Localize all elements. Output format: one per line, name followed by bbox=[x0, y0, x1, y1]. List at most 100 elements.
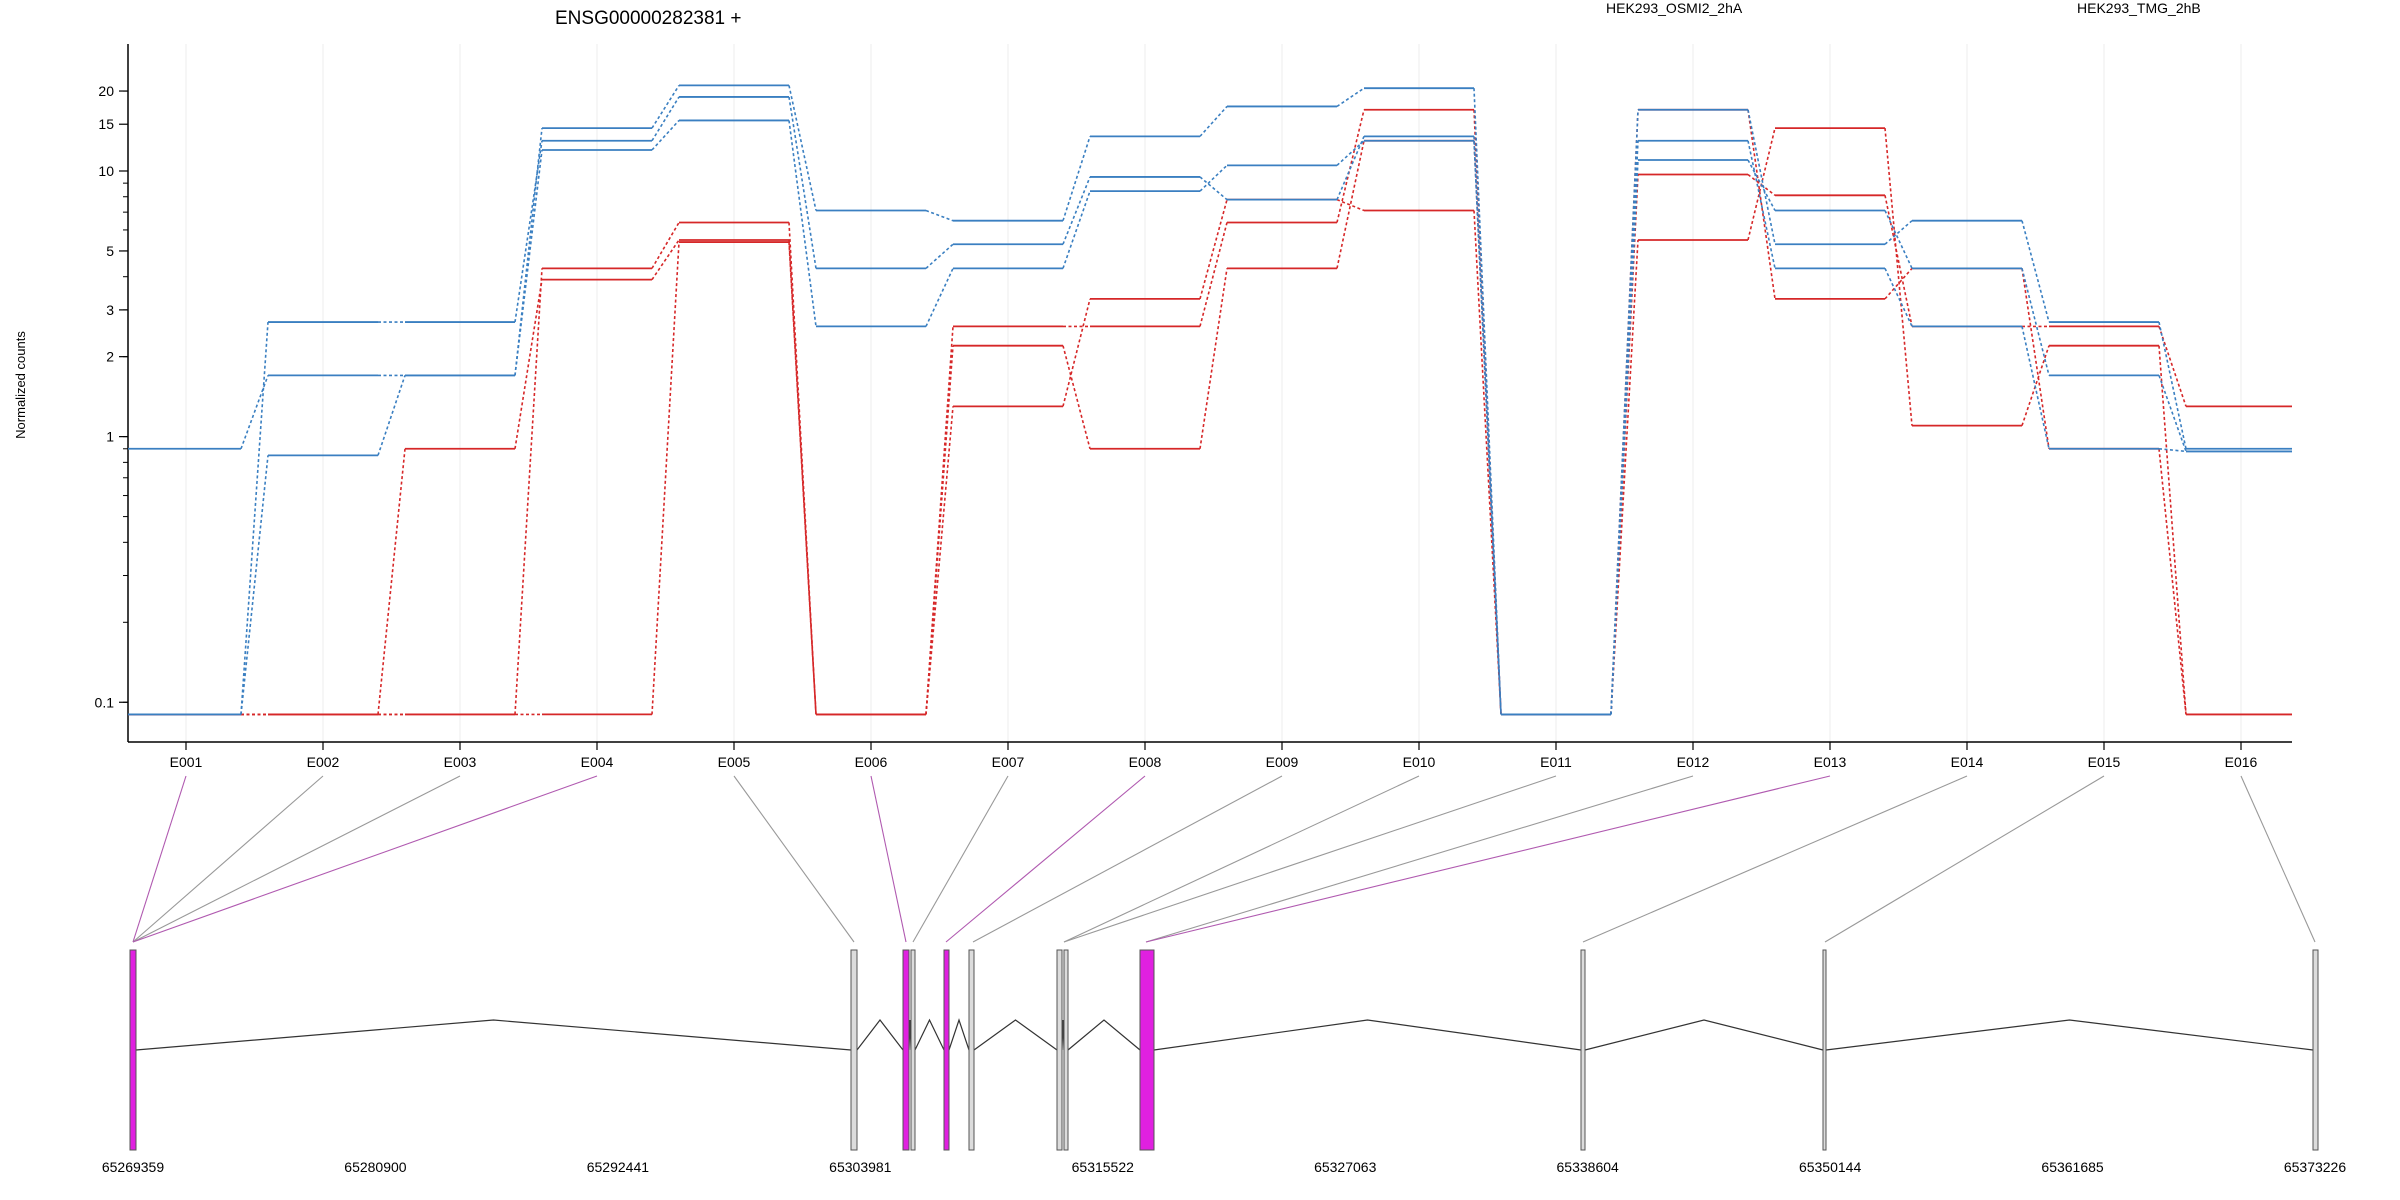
series-transition bbox=[788, 85, 817, 211]
exon-block bbox=[943, 949, 950, 1151]
connector-e001 bbox=[132, 775, 187, 943]
coordinate-label: 65292441 bbox=[587, 1159, 650, 1175]
connector-e016 bbox=[2240, 775, 2316, 943]
series-transition bbox=[240, 321, 269, 715]
series-line-6 bbox=[128, 119, 2292, 716]
series-transition bbox=[1336, 198, 1365, 212]
intron bbox=[1584, 1019, 1824, 1051]
x-tick-label-e010: E010 bbox=[1403, 754, 1436, 770]
series-transition bbox=[2021, 326, 2050, 449]
series-transition bbox=[1199, 268, 1228, 449]
y-tick-label: 1 bbox=[106, 429, 114, 445]
x-tick-label-e016: E016 bbox=[2225, 754, 2258, 770]
series-transition bbox=[1747, 109, 1776, 300]
vertical-gridlines bbox=[185, 44, 2242, 742]
series-transition bbox=[1884, 210, 1913, 269]
series-transition bbox=[514, 149, 543, 376]
series-transition bbox=[514, 140, 543, 323]
genomic-coordinates: 65269359 65280900 65292441 65303981 65315522… bbox=[102, 1159, 2347, 1175]
gene-model bbox=[129, 949, 2319, 1151]
y-tick-label: 0.1 bbox=[95, 694, 115, 710]
series-transition bbox=[2158, 448, 2187, 715]
intron bbox=[948, 1018, 970, 1051]
chart-title: ENSG00000282381 + bbox=[555, 8, 741, 29]
connector-e013 bbox=[1145, 775, 1831, 943]
series-transition bbox=[1747, 159, 1776, 211]
series-transition bbox=[1884, 220, 1913, 245]
x-tick-label-e005: E005 bbox=[718, 754, 751, 770]
x-tick-label-e008: E008 bbox=[1129, 754, 1162, 770]
series-transition bbox=[240, 375, 269, 450]
exon-block bbox=[1056, 949, 1063, 1151]
exon-block bbox=[129, 949, 137, 1151]
series-transition bbox=[1336, 109, 1365, 223]
intron bbox=[856, 1019, 904, 1051]
y-tick-label: 10 bbox=[98, 163, 114, 179]
series-transition bbox=[514, 268, 543, 715]
x-tick-label-e007: E007 bbox=[992, 754, 1025, 770]
series-transition bbox=[2158, 321, 2187, 449]
exon-block bbox=[1139, 949, 1155, 1151]
series-transition bbox=[1884, 267, 1913, 300]
intron bbox=[973, 1019, 1058, 1051]
intron bbox=[1825, 1019, 2314, 1051]
x-tick-label-e001: E001 bbox=[170, 754, 203, 770]
exon-block bbox=[1063, 949, 1069, 1151]
y-tick-label: 2 bbox=[106, 349, 114, 365]
series-transition bbox=[1062, 345, 1091, 449]
y-tick-label: 3 bbox=[106, 302, 114, 318]
coordinate-label: 65269359 bbox=[102, 1159, 165, 1175]
series-transition bbox=[1199, 105, 1228, 137]
intron bbox=[135, 1019, 852, 1051]
series-transition bbox=[1473, 140, 1502, 715]
connector-e007 bbox=[912, 775, 1009, 943]
series-transition bbox=[651, 96, 680, 142]
connector-e002 bbox=[132, 775, 324, 943]
series-transition bbox=[788, 242, 817, 715]
series-transition bbox=[925, 268, 954, 327]
connector-e004 bbox=[132, 775, 598, 943]
x-tick-label-e013: E013 bbox=[1814, 754, 1847, 770]
connector-e009 bbox=[972, 775, 1283, 943]
intron bbox=[1153, 1019, 1582, 1051]
y-tick-label: 15 bbox=[98, 116, 114, 132]
series-transition bbox=[1336, 140, 1365, 166]
series-transition bbox=[1473, 136, 1502, 715]
series-transition bbox=[2158, 375, 2187, 452]
x-tick-label-e009: E009 bbox=[1266, 754, 1299, 770]
exon-block bbox=[1580, 949, 1586, 1151]
y-axis: 0.1 1 2 3 5 10 15 20 bbox=[95, 44, 129, 742]
coordinate-label: 65338604 bbox=[1557, 1159, 1620, 1175]
exon-block bbox=[968, 949, 975, 1151]
series-transition bbox=[1062, 176, 1091, 245]
connector-e003 bbox=[132, 775, 461, 943]
connector-e006 bbox=[870, 775, 907, 943]
exon-block bbox=[2312, 949, 2319, 1151]
coordinate-label: 65350144 bbox=[1799, 1159, 1862, 1175]
series-transition bbox=[1062, 136, 1091, 221]
connector-e010 bbox=[1063, 775, 1420, 943]
connector-e015 bbox=[1824, 775, 2105, 943]
coordinate-label: 65315522 bbox=[1072, 1159, 1135, 1175]
x-tick-label-e003: E003 bbox=[444, 754, 477, 770]
y-tick-label: 20 bbox=[98, 83, 114, 99]
series-transition bbox=[1610, 239, 1639, 715]
intron bbox=[1067, 1019, 1141, 1051]
series-lines bbox=[128, 84, 2292, 716]
x-tick-label-e014: E014 bbox=[1951, 754, 1984, 770]
series-transition bbox=[2021, 268, 2050, 449]
series-transition bbox=[651, 239, 680, 281]
x-tick-label-e011: E011 bbox=[1540, 754, 1572, 770]
exon-connectors bbox=[132, 775, 2316, 943]
series-transition bbox=[2021, 220, 2050, 323]
x-axis: E001 E002 E003 E004 E005 E006 E007 E008 E009 E010… bbox=[128, 741, 2292, 770]
series-transition bbox=[2158, 345, 2187, 715]
coordinate-label: 65327063 bbox=[1314, 1159, 1377, 1175]
x-tick-label-e004: E004 bbox=[581, 754, 614, 770]
series-transition bbox=[788, 120, 817, 327]
connector-e011 bbox=[1063, 775, 1557, 943]
series-transition bbox=[1884, 195, 1913, 327]
series-transition bbox=[1336, 136, 1365, 200]
y-axis-label: Normalized counts bbox=[13, 331, 28, 439]
